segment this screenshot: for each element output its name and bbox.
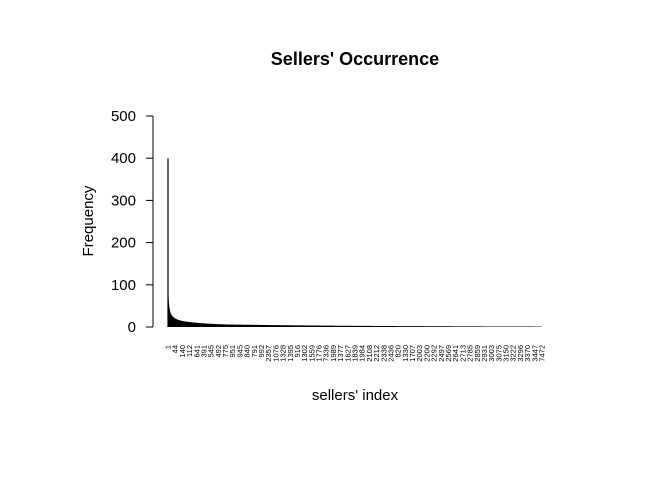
- x-tick-label: 951: [228, 345, 237, 358]
- x-tick-label: 2003: [415, 345, 424, 362]
- x-tick-label: 391: [199, 345, 208, 358]
- x-tick-label: 1377: [336, 345, 345, 362]
- x-tick-label: 492: [214, 345, 223, 358]
- x-tick-label: 2569: [444, 345, 453, 362]
- x-tick-label: 2200: [422, 345, 431, 362]
- x-tick-label: 1984: [358, 345, 367, 362]
- x-tick-label: 1839: [351, 345, 360, 362]
- x-tick-label: 775: [221, 345, 230, 358]
- x-tick-label: 140: [178, 345, 187, 358]
- x-tick-label: 112: [185, 345, 194, 357]
- x-tick-label: 1776: [315, 345, 324, 362]
- y-axis: 0 100 200 300 400 500: [111, 108, 154, 336]
- x-tick-label: 2931: [480, 345, 489, 362]
- x-tick-label: 820: [394, 345, 403, 358]
- x-tick-label: 1989: [329, 345, 338, 362]
- x-tick-label: 1: [164, 345, 173, 349]
- x-tick-label: 2292: [430, 345, 439, 362]
- x-tick-label: 1330: [401, 345, 410, 362]
- x-tick-label: 916: [293, 345, 302, 358]
- x-tick-label: 840: [243, 345, 252, 358]
- x-tick-label: 791: [250, 345, 259, 358]
- y-tick-label: 300: [111, 192, 136, 209]
- x-tick-label: 992: [257, 345, 266, 358]
- bars-area: [168, 158, 542, 327]
- x-tick-label: 1328: [279, 345, 288, 362]
- x-tick-label: 2859: [473, 345, 482, 362]
- x-tick-label: 1076: [271, 345, 280, 362]
- x-tick-label: 44: [171, 345, 180, 353]
- x-tick-label: 945: [235, 345, 244, 358]
- x-tick-label: 2785: [466, 345, 475, 362]
- chart-title: Sellers' Occurrence: [271, 49, 439, 69]
- x-tick-label: 545: [207, 345, 216, 358]
- x-tick-label: 2357: [264, 345, 273, 362]
- y-tick-label: 100: [111, 277, 136, 294]
- x-tick-label: 2436: [386, 345, 395, 362]
- x-tick-label: 1627: [343, 345, 352, 362]
- x-tick-label: 3296: [516, 345, 525, 362]
- x-tick-label: 2338: [379, 345, 388, 362]
- x-tick-label: 2713: [458, 345, 467, 362]
- x-tick-label: 641: [192, 345, 201, 358]
- x-tick-label: 3150: [502, 345, 511, 362]
- x-tick-label: 1395: [286, 345, 295, 362]
- y-tick-label: 200: [111, 235, 136, 252]
- x-tick-label: 2212: [372, 345, 381, 362]
- x-tick-label: 1302: [300, 345, 309, 362]
- y-tick-label: 400: [111, 150, 136, 167]
- x-tick-label: 2497: [437, 345, 446, 362]
- y-tick-label: 0: [128, 319, 136, 336]
- x-axis-label: sellers' index: [312, 387, 399, 404]
- x-tick-label: 2641: [451, 345, 460, 362]
- x-tick-labels: 1441401126413915454927759519458407919922…: [164, 345, 547, 362]
- x-tick-label: 3222: [509, 345, 518, 362]
- y-tick-label: 500: [111, 108, 136, 125]
- x-tick-label: 2108: [365, 345, 374, 362]
- x-tick-label: 1559: [307, 345, 316, 362]
- y-axis-label: Frequency: [80, 185, 97, 256]
- x-tick-label: 1707: [408, 345, 417, 362]
- x-tick-label: 3370: [523, 345, 532, 362]
- x-tick-label: 7336: [322, 345, 331, 362]
- x-tick-label: 3447: [530, 345, 539, 362]
- x-tick-label: 3003: [487, 345, 496, 362]
- x-tick-label: 7472: [538, 345, 547, 362]
- x-tick-label: 3075: [494, 345, 503, 362]
